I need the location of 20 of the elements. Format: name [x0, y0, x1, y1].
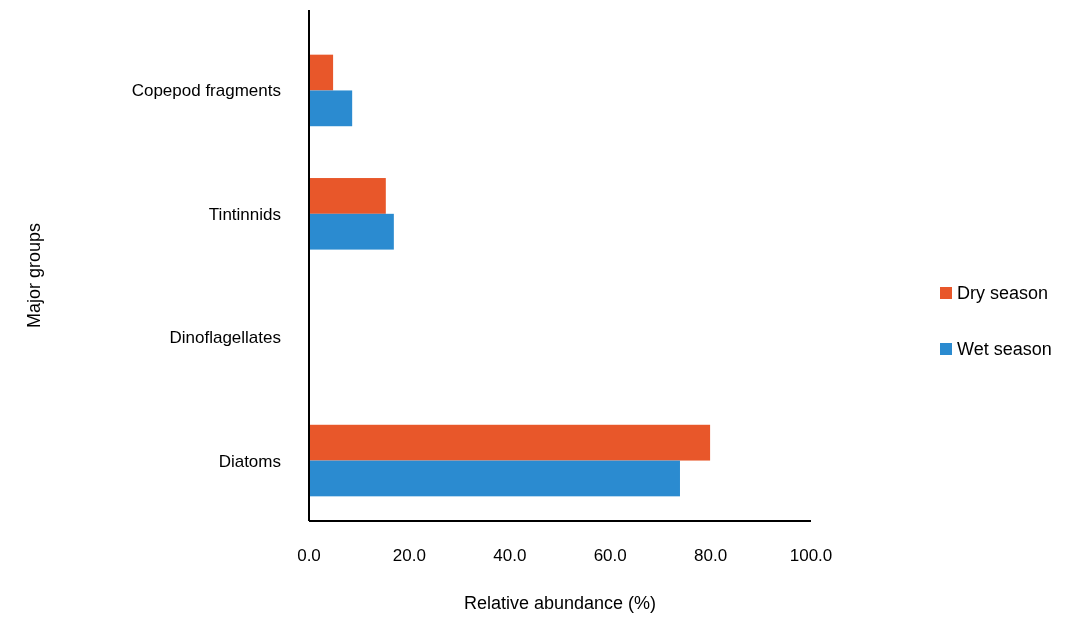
x-tick-label: 0.0 — [297, 546, 321, 565]
y-tick-label: Tintinnids — [208, 204, 281, 224]
bar — [309, 213, 394, 250]
bar — [309, 90, 353, 127]
bar — [309, 54, 334, 91]
y-tick-label: Dinoflagellates — [169, 328, 281, 348]
x-tick-label: 20.0 — [392, 546, 426, 565]
x-tick-label: 40.0 — [493, 546, 527, 565]
y-tick-label: Copepod fragments — [131, 81, 281, 101]
x-tick-label: 60.0 — [593, 546, 627, 565]
bar — [309, 424, 711, 461]
bar — [309, 178, 386, 214]
legend-label: Dry season — [957, 283, 1049, 303]
bar — [309, 460, 680, 497]
legend-label: Wet season — [957, 339, 1052, 359]
y-axis-title: Major groups — [24, 222, 44, 329]
x-axis-title: Relative abundance (%) — [463, 593, 657, 613]
x-tick-label: 80.0 — [694, 546, 728, 565]
y-tick-label: Diatoms — [218, 451, 281, 471]
x-tick-label: 100.0 — [789, 546, 833, 565]
